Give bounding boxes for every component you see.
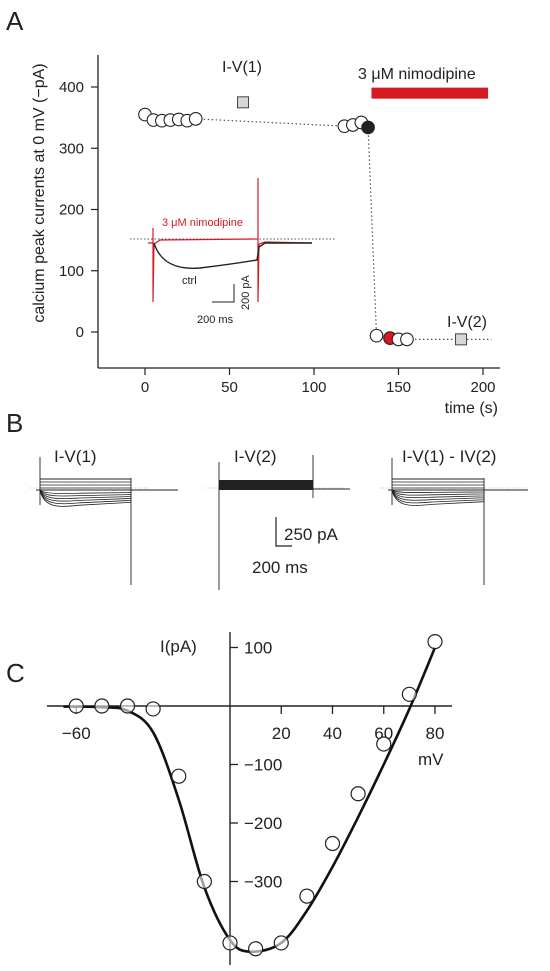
iv-data-point	[196, 873, 212, 890]
inset-current-traces: 3 μM nimodipine ctrl 200 ms 200 pA	[130, 178, 336, 326]
trace-iv2	[218, 455, 350, 590]
panel-a-y-tick-label: 300	[59, 140, 84, 157]
iv-data-point	[401, 686, 417, 702]
current-trace	[39, 489, 132, 499]
current-trace	[391, 489, 485, 496]
trace-iv1-label: I-V(1)	[54, 447, 97, 466]
iv-data-point	[68, 698, 84, 714]
iv-data-point	[376, 736, 392, 752]
panel-c-x-tick-label: 20	[272, 724, 291, 743]
panel-c-x-tick-label: −60	[62, 724, 91, 743]
iv-data-point	[299, 888, 315, 904]
panel-b-scale-bar	[275, 517, 292, 547]
nimodipine-bar-label: 3 μM nimodipine	[358, 66, 476, 83]
panel-a-data-point	[188, 111, 203, 126]
iv-data-point	[222, 935, 238, 951]
panel-a-y-tick-label: 0	[76, 324, 84, 341]
iv-data-point	[350, 786, 366, 802]
current-trace	[391, 489, 485, 506]
trace-iv2-label: I-V(2)	[234, 447, 277, 466]
panel-a-data-point	[361, 120, 375, 135]
inset-scale-time: 200 ms	[197, 314, 234, 326]
inset-scale-bar	[212, 284, 235, 303]
trace-iv1-minus-iv2	[388, 458, 528, 585]
current-trace	[39, 489, 132, 494]
panel-c-y-axis-label: I(pA)	[160, 637, 197, 656]
iv-data-point	[248, 941, 264, 957]
panel-label-a: A	[6, 6, 24, 36]
dotted-drop-line	[367, 127, 378, 336]
panel-a-x-tick-label: 200	[470, 379, 495, 396]
current-trace	[39, 489, 132, 497]
iv1-marker-box	[237, 96, 250, 109]
panel-label-c: C	[6, 658, 25, 688]
panel-c-x-tick-label: 40	[323, 724, 342, 743]
panel-a-data-point	[400, 332, 414, 347]
panel-a-chart: 0 100 200 300 400 0 50 100 150 200 calcium peak …	[31, 55, 500, 417]
current-trace	[391, 489, 485, 499]
panel-c-x-tick-label: 80	[426, 724, 445, 743]
panel-a-x-axis-label: time (s)	[445, 400, 498, 417]
inset-ctrl-trace	[153, 242, 312, 269]
current-trace	[391, 489, 485, 493]
panel-a-y-tick-label: 400	[59, 79, 84, 96]
panel-a-x-tick-label: 150	[386, 379, 411, 396]
trace-iv1	[36, 457, 178, 585]
panel-a-y-axis-label: calcium peak currents at 0 mV (−pA)	[31, 63, 48, 322]
iv2-marker-label: I-V(2)	[447, 314, 487, 331]
panel-c-y-tick-label: −200	[244, 814, 282, 833]
current-trace	[39, 489, 132, 507]
panel-c-iv-curve: −60 20 40 60 80 100−100−200−300 I(pA) mV	[47, 632, 452, 965]
iv-data-point	[145, 701, 161, 717]
iv1-marker-label: I-V(1)	[222, 59, 262, 76]
panel-c-y-tick-label: −300	[244, 873, 282, 892]
panel-c-y-tick-label: 100	[244, 639, 272, 658]
iv-data-point	[427, 634, 443, 650]
panel-a-x-tick-label: 50	[221, 379, 238, 396]
nimodipine-bar	[371, 87, 489, 99]
iv-fit-curve	[63, 646, 437, 954]
panel-b-scale-current: 250 pA	[284, 525, 339, 544]
dotted-connector	[195, 118, 345, 127]
panel-c-y-tick-label: −100	[244, 756, 282, 775]
iv-data-point	[324, 835, 341, 852]
inset-scale-current: 200 pA	[240, 274, 252, 310]
iv2-marker-box	[455, 333, 468, 346]
panel-a-data-point	[369, 328, 384, 343]
panel-a-y-tick-label: 100	[59, 263, 84, 280]
panel-a-x-tick-label: 0	[141, 379, 149, 396]
iv-data-point	[171, 768, 187, 784]
inset-ctrl-label: ctrl	[182, 275, 197, 287]
panel-b-traces: I-V(1) I-V(2) I-V(1) - IV(2) 250 pA 200 …	[30, 447, 528, 590]
iv-data-point	[94, 698, 110, 714]
panel-b-scale-time: 200 ms	[252, 558, 308, 577]
current-trace	[39, 489, 132, 502]
current-trace	[391, 489, 485, 501]
panel-a-y-tick-label: 200	[59, 202, 84, 219]
panel-c-x-axis-label: mV	[418, 750, 444, 769]
iv-data-point	[273, 935, 289, 951]
panel-label-b: B	[6, 408, 23, 438]
iv-data-point	[119, 698, 136, 714]
inset-red-trace	[148, 178, 313, 303]
panel-a-x-tick-label: 100	[301, 379, 326, 396]
inset-drug-label: 3 μM nimodipine	[162, 217, 243, 229]
trace-iv3-label: I-V(1) - IV(2)	[402, 447, 496, 466]
